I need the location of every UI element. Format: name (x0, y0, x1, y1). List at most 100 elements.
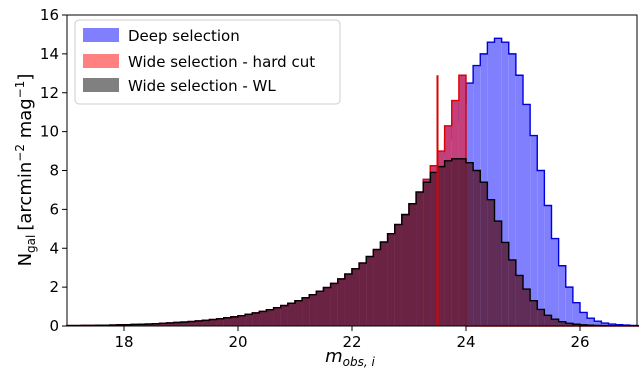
bar-s3-42 (366, 256, 374, 326)
y-axis-ticks: 0 2 4 6 8 10 12 14 16 (40, 6, 67, 335)
bar-s3-48 (409, 203, 417, 326)
bar-s1-76 (608, 324, 616, 326)
bar-s3-11 (145, 324, 153, 326)
x-tick-label-24: 24 (456, 333, 475, 351)
y-axis-label-exp2: −1 (13, 81, 27, 99)
legend-label-hard-cut: Wide selection - hard cut (128, 53, 315, 71)
bar-s3-29 (273, 307, 281, 326)
bar-s3-28 (266, 309, 274, 326)
y-axis-label-close: ] (15, 74, 36, 81)
bar-s1-75 (601, 323, 609, 326)
bar-s1-66 (537, 170, 545, 326)
y-tick-label-12: 12 (40, 84, 59, 102)
bar-s3-25 (245, 314, 253, 326)
bar-s3-56 (466, 162, 474, 326)
bar-s1-68 (551, 238, 559, 326)
y-tick-label-6: 6 (49, 200, 59, 218)
bar-s3-69 (558, 321, 566, 326)
bar-s3-61 (501, 242, 509, 326)
bar-s3-35 (316, 291, 324, 326)
y-tick-label-14: 14 (40, 45, 59, 63)
bar-s3-20 (209, 319, 217, 326)
bar-s1-65 (530, 135, 538, 326)
y-axis-label-exp1: −2 (13, 144, 27, 162)
bar-s1-69 (558, 265, 566, 326)
bar-s3-26 (252, 312, 260, 326)
bar-s3-41 (359, 263, 367, 326)
x-axis-label-sub: obs, i (343, 355, 376, 369)
y-axis-label-sub: gal (24, 235, 38, 253)
bar-s3-47 (401, 214, 409, 326)
bar-s3-16 (181, 322, 189, 326)
bar-s3-49 (416, 192, 424, 326)
bar-s1-59 (487, 42, 495, 327)
bar-s3-36 (323, 287, 331, 326)
legend-box (74, 19, 341, 105)
bar-s1-64 (523, 104, 531, 326)
bar-s3-70 (565, 323, 573, 326)
y-tick-label-16: 16 (40, 6, 59, 24)
bar-s3-65 (530, 300, 538, 326)
y-axis-label: Ngal [arcmin−2 mag−1] (13, 74, 38, 267)
x-tick-label-18: 18 (114, 333, 133, 351)
legend-label-deep: Deep selection (128, 27, 240, 45)
bar-s3-62 (508, 259, 516, 326)
bar-s3-15 (173, 322, 181, 326)
bar-s3-53 (444, 160, 452, 326)
bar-s3-32 (295, 300, 303, 326)
y-axis-label-mid: mag (15, 98, 36, 144)
bar-s3-9 (131, 324, 139, 326)
legend-swatch-wl (83, 78, 119, 92)
y-tick-label-10: 10 (40, 123, 59, 141)
bar-s3-60 (494, 221, 502, 326)
bar-s3-54 (451, 158, 459, 326)
y-tick-label-0: 0 (49, 317, 59, 335)
x-axis-label-main: m (325, 346, 343, 367)
bar-s3-67 (544, 315, 552, 326)
bar-s3-63 (515, 275, 523, 326)
bar-s3-59 (487, 199, 495, 326)
bar-s3-18 (195, 320, 203, 326)
bar-s3-22 (223, 317, 231, 326)
x-tick-label-22: 22 (342, 333, 361, 351)
bar-s3-68 (551, 319, 559, 326)
bar-s3-13 (159, 323, 167, 326)
bar-s3-51 (430, 172, 438, 326)
series-3 (66, 158, 639, 327)
bar-s3-38 (337, 278, 345, 326)
bar-s1-63 (515, 75, 523, 326)
bar-s3-66 (537, 309, 545, 326)
bar-s1-70 (565, 287, 573, 326)
y-tick-label-4: 4 (49, 239, 59, 257)
bar-s3-50 (423, 182, 431, 326)
bar-s3-30 (280, 305, 288, 326)
bar-s1-72 (580, 312, 588, 326)
histogram-bars (66, 37, 639, 327)
x-tick-label-26: 26 (570, 333, 589, 351)
bar-s3-44 (380, 242, 388, 326)
bar-s3-33 (302, 297, 310, 326)
bar-s1-62 (508, 53, 516, 326)
bar-s1-61 (501, 42, 509, 327)
bar-s1-67 (544, 205, 552, 326)
legend-swatch-deep (83, 28, 119, 42)
bar-s3-21 (216, 318, 224, 326)
y-tick-label-2: 2 (49, 278, 59, 296)
bar-s3-17 (188, 321, 196, 326)
bar-s3-64 (523, 289, 531, 326)
bar-s3-58 (480, 182, 488, 326)
bar-s3-55 (458, 158, 466, 326)
bar-s3-57 (473, 170, 481, 326)
bar-s3-31 (287, 303, 295, 326)
bar-s3-34 (309, 294, 317, 326)
y-tick-label-8: 8 (49, 162, 59, 180)
legend-label-wl: Wide selection - WL (128, 77, 276, 95)
y-axis-label-main: N (15, 253, 36, 266)
bar-s1-71 (572, 302, 580, 326)
bar-s3-71 (572, 324, 580, 326)
bar-s3-24 (238, 315, 246, 326)
legend: Deep selection Wide selection - hard cut… (74, 19, 341, 105)
bar-s3-45 (387, 233, 395, 326)
bar-s1-60 (494, 38, 502, 326)
